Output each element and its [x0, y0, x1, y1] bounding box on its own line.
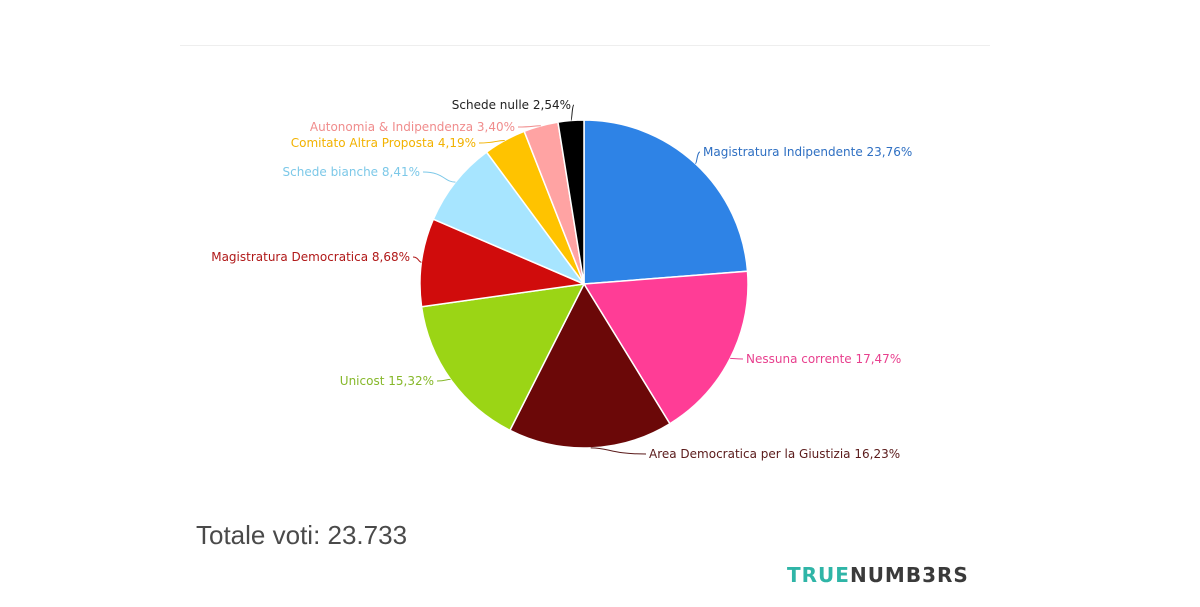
slice-label: Area Democratica per la Giustizia 16,23%: [649, 447, 900, 461]
leader-line: [422, 171, 456, 183]
slice-label: Unicost 15,32%: [340, 374, 434, 388]
leader-line: [478, 139, 505, 144]
pie-slice-area-democratica-per-la-giustizia: [508, 282, 671, 449]
slice-labels: Magistratura Indipendente 23,76% Nessuna …: [211, 98, 912, 461]
brand-logo: TRUENUMB3RS: [787, 563, 969, 587]
slice-label: Autonomia & Indipendenza 3,40%: [310, 120, 515, 134]
total-votes-label: Totale voti: 23.733: [196, 520, 408, 550]
slice-label: Magistratura Indipendente 23,76%: [703, 145, 912, 159]
leader-line: [570, 104, 575, 122]
slice-label: Magistratura Democratica 8,68%: [211, 250, 410, 264]
slice-label: Schede bianche 8,41%: [283, 165, 420, 179]
leader-line: [590, 447, 647, 455]
leader-line: [730, 357, 744, 360]
brand-logo-part-true: TRUE: [787, 563, 850, 587]
pie-slice-unicost: [420, 283, 586, 432]
leader-line: [694, 151, 701, 165]
top-divider: [180, 45, 990, 46]
pie-slice-magistratura-democratica: [419, 218, 587, 308]
pie-slice-schede-bianche: [432, 151, 587, 286]
leader-line: [517, 125, 541, 128]
leader-line: [412, 256, 422, 263]
slice-label: Nessuna corrente 17,47%: [746, 352, 901, 366]
slice-label: Comitato Altra Proposta 4,19%: [291, 136, 476, 150]
pie-slice-nessuna-corrente: [582, 270, 749, 425]
pie-slice-magistratura-indipendente: [583, 119, 749, 285]
slice-label: Schede nulle 2,54%: [452, 98, 571, 112]
pie-slices: [419, 119, 749, 449]
label-leader-lines: [412, 104, 744, 455]
brand-logo-part-numbers: NUMB3RS: [849, 563, 969, 587]
leader-line: [436, 378, 451, 382]
